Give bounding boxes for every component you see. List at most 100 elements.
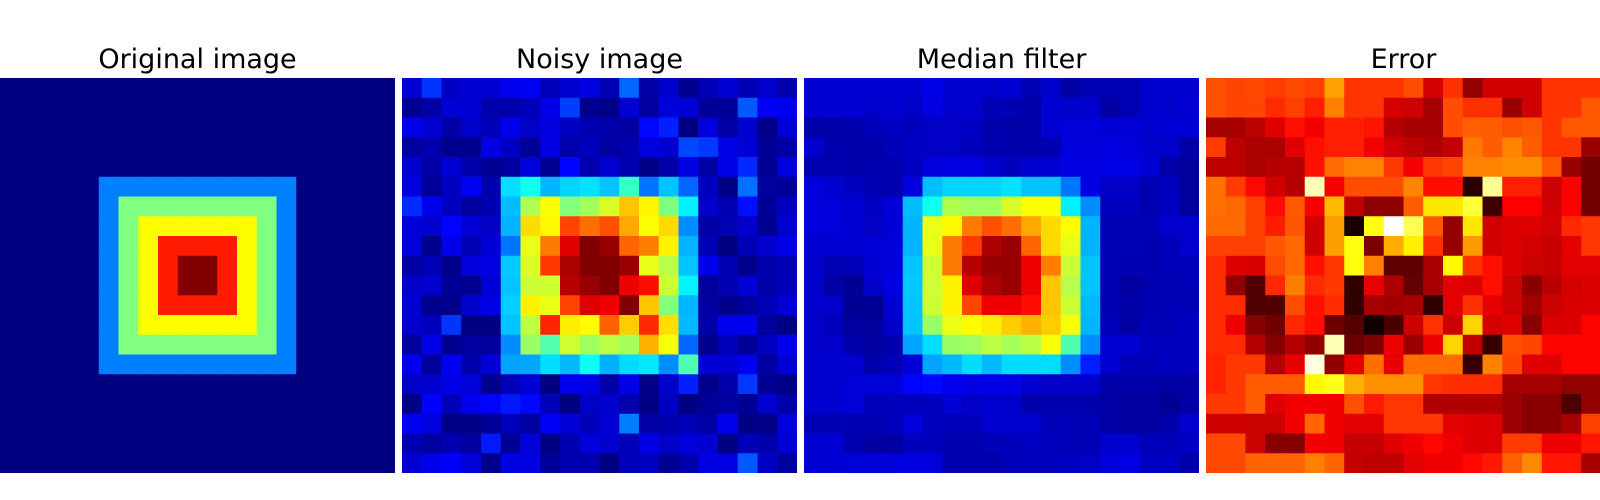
- original-cell: [0, 275, 21, 296]
- noisy-cell: [718, 275, 739, 296]
- error-cell: [1324, 394, 1345, 415]
- median-cell: [1139, 413, 1161, 435]
- original-cell: [316, 97, 337, 119]
- original-cell: [335, 413, 357, 435]
- median-cell: [804, 334, 825, 356]
- original-cell: [316, 315, 337, 336]
- noisy-cell: [619, 374, 640, 395]
- original-cell: [375, 354, 395, 375]
- noisy-cell: [698, 137, 719, 158]
- noisy-cell: [421, 78, 443, 99]
- median-cell: [1139, 255, 1161, 277]
- noisy-cell: [599, 334, 620, 356]
- original-cell: [79, 255, 100, 277]
- heatmap-median-filter: [804, 78, 1199, 473]
- noisy-cell: [678, 255, 699, 277]
- original-cell: [177, 354, 199, 375]
- noisy-cell: [441, 433, 462, 454]
- original-cell: [375, 137, 395, 158]
- error-cell: [1482, 374, 1503, 395]
- original-cell: [59, 78, 80, 99]
- median-cell: [1120, 216, 1141, 237]
- error-cell: [1364, 157, 1385, 178]
- median-cell: [1001, 433, 1022, 454]
- original-cell: [197, 334, 218, 356]
- median-cell: [1021, 176, 1042, 198]
- original-cell: [335, 315, 357, 336]
- median-cell: [1159, 78, 1180, 99]
- original-cell: [276, 255, 297, 277]
- median-cell: [1060, 394, 1082, 415]
- error-cell: [1383, 334, 1405, 356]
- median-cell: [843, 374, 864, 395]
- error-cell: [1423, 295, 1444, 316]
- error-cell: [1206, 433, 1227, 454]
- error-cell: [1344, 78, 1365, 99]
- median-cell: [902, 137, 924, 158]
- error-cell: [1324, 334, 1345, 356]
- median-cell: [962, 334, 983, 356]
- error-cell: [1482, 137, 1503, 158]
- noisy-cell: [540, 433, 561, 454]
- noisy-cell: [678, 374, 699, 395]
- median-cell: [1060, 453, 1082, 473]
- median-cell: [843, 137, 864, 158]
- noisy-cell: [718, 453, 739, 473]
- noisy-cell: [678, 78, 699, 99]
- error-cell: [1304, 236, 1326, 257]
- error-cell: [1522, 394, 1543, 415]
- median-cell: [922, 354, 943, 375]
- error-cell: [1482, 78, 1503, 99]
- noisy-cell: [579, 354, 601, 375]
- error-cell: [1364, 216, 1385, 237]
- error-cell: [1265, 394, 1286, 415]
- original-cell: [59, 236, 80, 257]
- original-cell: [158, 236, 179, 257]
- noisy-cell: [402, 255, 423, 277]
- noisy-cell: [777, 334, 797, 356]
- error-cell: [1443, 413, 1464, 435]
- median-cell: [1021, 255, 1042, 277]
- original-cell: [98, 315, 120, 336]
- original-cell: [39, 453, 60, 473]
- noisy-cell: [402, 78, 423, 99]
- original-cell: [59, 97, 80, 119]
- original-cell: [138, 97, 159, 119]
- noisy-cell: [698, 236, 719, 257]
- error-cell: [1403, 157, 1424, 178]
- error-cell: [1324, 157, 1345, 178]
- noisy-cell: [658, 413, 680, 435]
- original-cell: [39, 433, 60, 454]
- error-cell: [1403, 433, 1424, 454]
- original-cell: [217, 97, 238, 119]
- error-cell: [1265, 334, 1286, 356]
- original-cell: [118, 255, 139, 277]
- median-cell: [962, 216, 983, 237]
- original-cell: [256, 196, 278, 217]
- original-cell: [39, 275, 60, 296]
- original-cell: [217, 275, 238, 296]
- median-cell: [1120, 394, 1141, 415]
- noisy-cell: [402, 433, 423, 454]
- median-cell: [1060, 157, 1082, 178]
- original-cell: [0, 176, 21, 198]
- original-cell: [296, 196, 317, 217]
- error-cell: [1383, 216, 1405, 237]
- error-cell: [1206, 315, 1227, 336]
- error-cell: [1265, 354, 1286, 375]
- noisy-cell: [540, 176, 561, 198]
- noisy-cell: [678, 433, 699, 454]
- original-cell: [276, 374, 297, 395]
- noisy-cell: [678, 117, 699, 138]
- original-cell: [39, 196, 60, 217]
- median-cell: [942, 216, 963, 237]
- median-cell: [1060, 354, 1082, 375]
- error-cell: [1304, 117, 1326, 138]
- error-cell: [1462, 196, 1484, 217]
- median-cell: [962, 394, 983, 415]
- median-cell: [843, 394, 864, 415]
- heatmap-error: [1206, 78, 1600, 473]
- error-cell: [1423, 196, 1444, 217]
- original-cell: [375, 176, 395, 198]
- original-cell: [197, 196, 218, 217]
